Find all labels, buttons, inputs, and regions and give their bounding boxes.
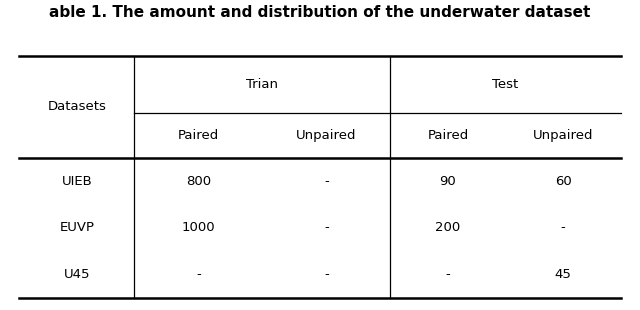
- Text: Paired: Paired: [178, 129, 219, 142]
- Text: -: -: [196, 268, 201, 281]
- Text: 45: 45: [555, 268, 572, 281]
- Text: Trian: Trian: [246, 78, 278, 91]
- Text: -: -: [324, 175, 329, 188]
- Text: 1000: 1000: [182, 221, 215, 234]
- Text: -: -: [324, 221, 329, 234]
- Text: able 1. The amount and distribution of the underwater dataset: able 1. The amount and distribution of t…: [49, 5, 591, 20]
- Text: Unpaired: Unpaired: [296, 129, 356, 142]
- Text: U45: U45: [63, 268, 90, 281]
- Text: 800: 800: [186, 175, 211, 188]
- Text: 60: 60: [555, 175, 572, 188]
- Text: Datasets: Datasets: [47, 100, 106, 113]
- Text: Test: Test: [492, 78, 519, 91]
- Text: Unpaired: Unpaired: [533, 129, 593, 142]
- Text: -: -: [324, 268, 329, 281]
- Text: -: -: [561, 221, 566, 234]
- Text: -: -: [445, 268, 451, 281]
- Text: UIEB: UIEB: [61, 175, 92, 188]
- Text: 200: 200: [435, 221, 461, 234]
- Text: 90: 90: [440, 175, 456, 188]
- Text: EUVP: EUVP: [60, 221, 94, 234]
- Text: Paired: Paired: [428, 129, 468, 142]
